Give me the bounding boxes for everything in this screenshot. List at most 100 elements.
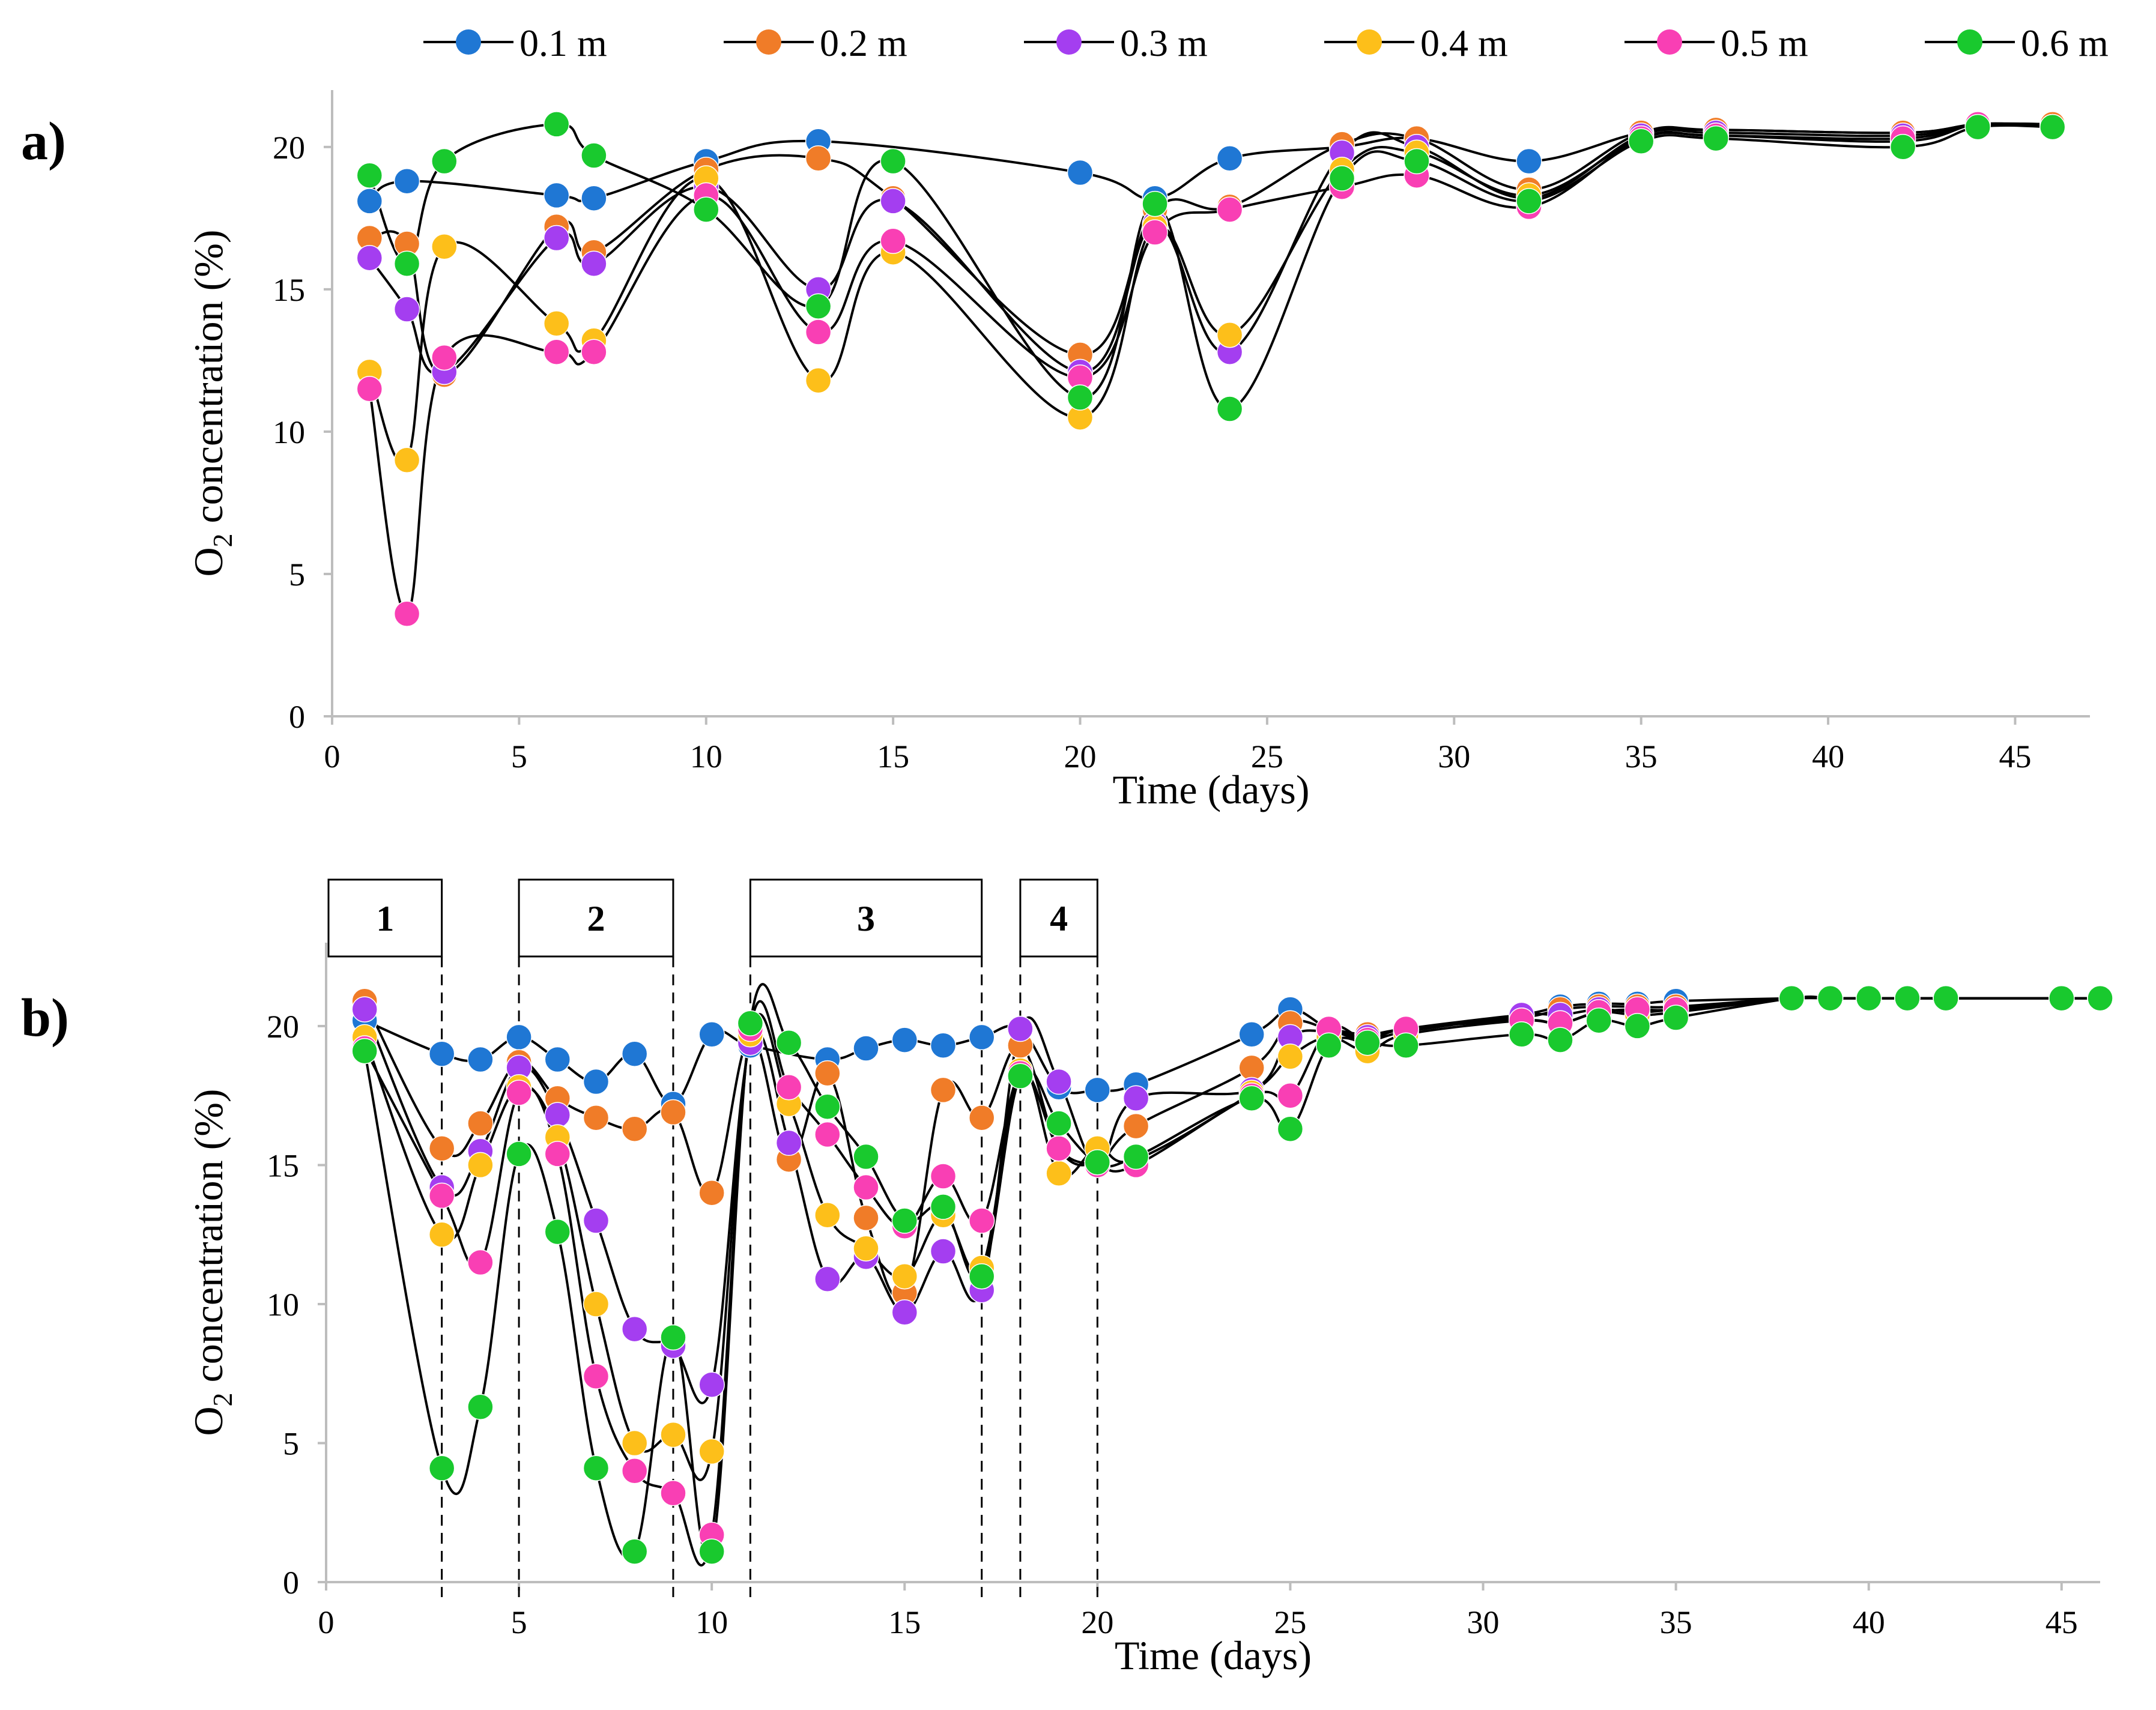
data-point bbox=[1933, 985, 1959, 1012]
data-point bbox=[356, 376, 383, 402]
y-tick-label: 0 bbox=[283, 1565, 299, 1601]
data-point bbox=[660, 1480, 686, 1506]
legend-marker bbox=[1357, 29, 1382, 55]
legend-label: 0.6 m bbox=[2021, 22, 2109, 64]
y-tick-label: 10 bbox=[273, 414, 305, 450]
data-point bbox=[968, 1263, 995, 1290]
data-point bbox=[1354, 1029, 1381, 1056]
legend-label: 0.2 m bbox=[820, 22, 907, 64]
data-point bbox=[581, 250, 607, 277]
data-point bbox=[543, 310, 570, 337]
panel-label: a) bbox=[21, 112, 66, 171]
data-point bbox=[543, 339, 570, 365]
data-point bbox=[1778, 985, 1805, 1012]
data-point bbox=[930, 1163, 957, 1189]
data-point bbox=[853, 1143, 879, 1170]
data-point bbox=[1516, 148, 1542, 175]
data-point bbox=[544, 1141, 571, 1167]
data-point bbox=[2049, 985, 2075, 1012]
x-tick-label: 5 bbox=[511, 739, 527, 775]
data-point bbox=[1046, 1135, 1072, 1162]
data-point bbox=[1007, 1063, 1034, 1090]
phase-label: 4 bbox=[1050, 899, 1068, 938]
data-point bbox=[1046, 1110, 1072, 1137]
data-point bbox=[467, 1046, 494, 1073]
data-point bbox=[1817, 985, 1844, 1012]
data-point bbox=[1216, 196, 1243, 223]
data-point bbox=[428, 1135, 455, 1162]
series-points bbox=[356, 111, 2066, 627]
data-point bbox=[1628, 128, 1655, 155]
series-points bbox=[351, 985, 2113, 1398]
phase-label: 1 bbox=[376, 899, 394, 938]
phase-box bbox=[327, 878, 443, 958]
data-point bbox=[805, 293, 832, 320]
x-tick-label: 25 bbox=[1274, 1604, 1306, 1640]
data-point bbox=[506, 1080, 532, 1106]
x-tick-label: 45 bbox=[2045, 1604, 2078, 1640]
x-tick-label: 40 bbox=[1853, 1604, 1885, 1640]
phase-marker: 1 bbox=[327, 878, 443, 1597]
data-point bbox=[1585, 1007, 1612, 1034]
x-tick-label: 20 bbox=[1081, 1604, 1113, 1640]
data-point bbox=[1084, 1077, 1111, 1104]
data-point bbox=[853, 1035, 879, 1062]
legend-label: 0.5 m bbox=[1721, 22, 1808, 64]
legend-item: 0.1 m bbox=[423, 22, 607, 64]
data-point bbox=[356, 244, 383, 271]
data-point bbox=[351, 996, 378, 1023]
data-point bbox=[467, 1110, 494, 1137]
phase-marker: 3 bbox=[749, 878, 983, 1597]
data-point bbox=[814, 1266, 841, 1293]
data-point bbox=[737, 1010, 764, 1037]
x-tick-label: 15 bbox=[888, 1604, 921, 1640]
data-point bbox=[1067, 384, 1094, 411]
data-point bbox=[1277, 1082, 1304, 1109]
data-point bbox=[814, 1202, 841, 1228]
data-point bbox=[660, 1099, 686, 1126]
x-tick-label: 30 bbox=[1467, 1604, 1500, 1640]
data-point bbox=[930, 1238, 957, 1264]
y-axis-title: O2 concentration (%) bbox=[186, 1089, 238, 1436]
x-tick-label: 0 bbox=[324, 739, 341, 775]
phase-label: 2 bbox=[587, 899, 605, 938]
data-point bbox=[1122, 1113, 1149, 1140]
x-tick-label: 0 bbox=[318, 1604, 335, 1640]
data-point bbox=[544, 1218, 571, 1245]
x-tick-label: 40 bbox=[1812, 739, 1844, 775]
y-tick-label: 20 bbox=[273, 130, 305, 166]
x-tick-label: 5 bbox=[511, 1604, 527, 1640]
data-point bbox=[968, 1207, 995, 1234]
data-point bbox=[930, 1077, 957, 1104]
data-point bbox=[1894, 985, 1921, 1012]
data-point bbox=[1277, 1044, 1304, 1070]
data-point bbox=[467, 1249, 494, 1276]
x-tick-label: 10 bbox=[690, 739, 722, 775]
data-point bbox=[1277, 1116, 1304, 1142]
data-point bbox=[693, 196, 719, 223]
data-point bbox=[805, 319, 832, 345]
data-point bbox=[356, 188, 383, 214]
data-point bbox=[1315, 1032, 1342, 1059]
data-point bbox=[1964, 113, 1991, 140]
data-point bbox=[1662, 1005, 1689, 1031]
series-points bbox=[351, 985, 2113, 1548]
series-line bbox=[369, 122, 2053, 376]
series-line bbox=[363, 996, 2100, 1566]
data-point bbox=[1889, 134, 1916, 160]
data-point bbox=[1516, 188, 1542, 214]
data-point bbox=[930, 1194, 957, 1220]
data-point bbox=[1142, 190, 1168, 217]
y-tick-label: 10 bbox=[267, 1287, 299, 1323]
phase-box bbox=[518, 878, 674, 958]
data-point bbox=[583, 1068, 610, 1095]
data-point bbox=[968, 1024, 995, 1051]
series-points bbox=[351, 985, 2113, 1117]
data-point bbox=[431, 234, 458, 260]
legend-item: 0.4 m bbox=[1324, 22, 1508, 64]
legend-label: 0.4 m bbox=[1420, 22, 1508, 64]
data-point bbox=[891, 1027, 918, 1053]
legend-item: 0.2 m bbox=[724, 22, 907, 64]
data-point bbox=[1238, 1021, 1265, 1048]
legend-label: 0.3 m bbox=[1120, 22, 1208, 64]
